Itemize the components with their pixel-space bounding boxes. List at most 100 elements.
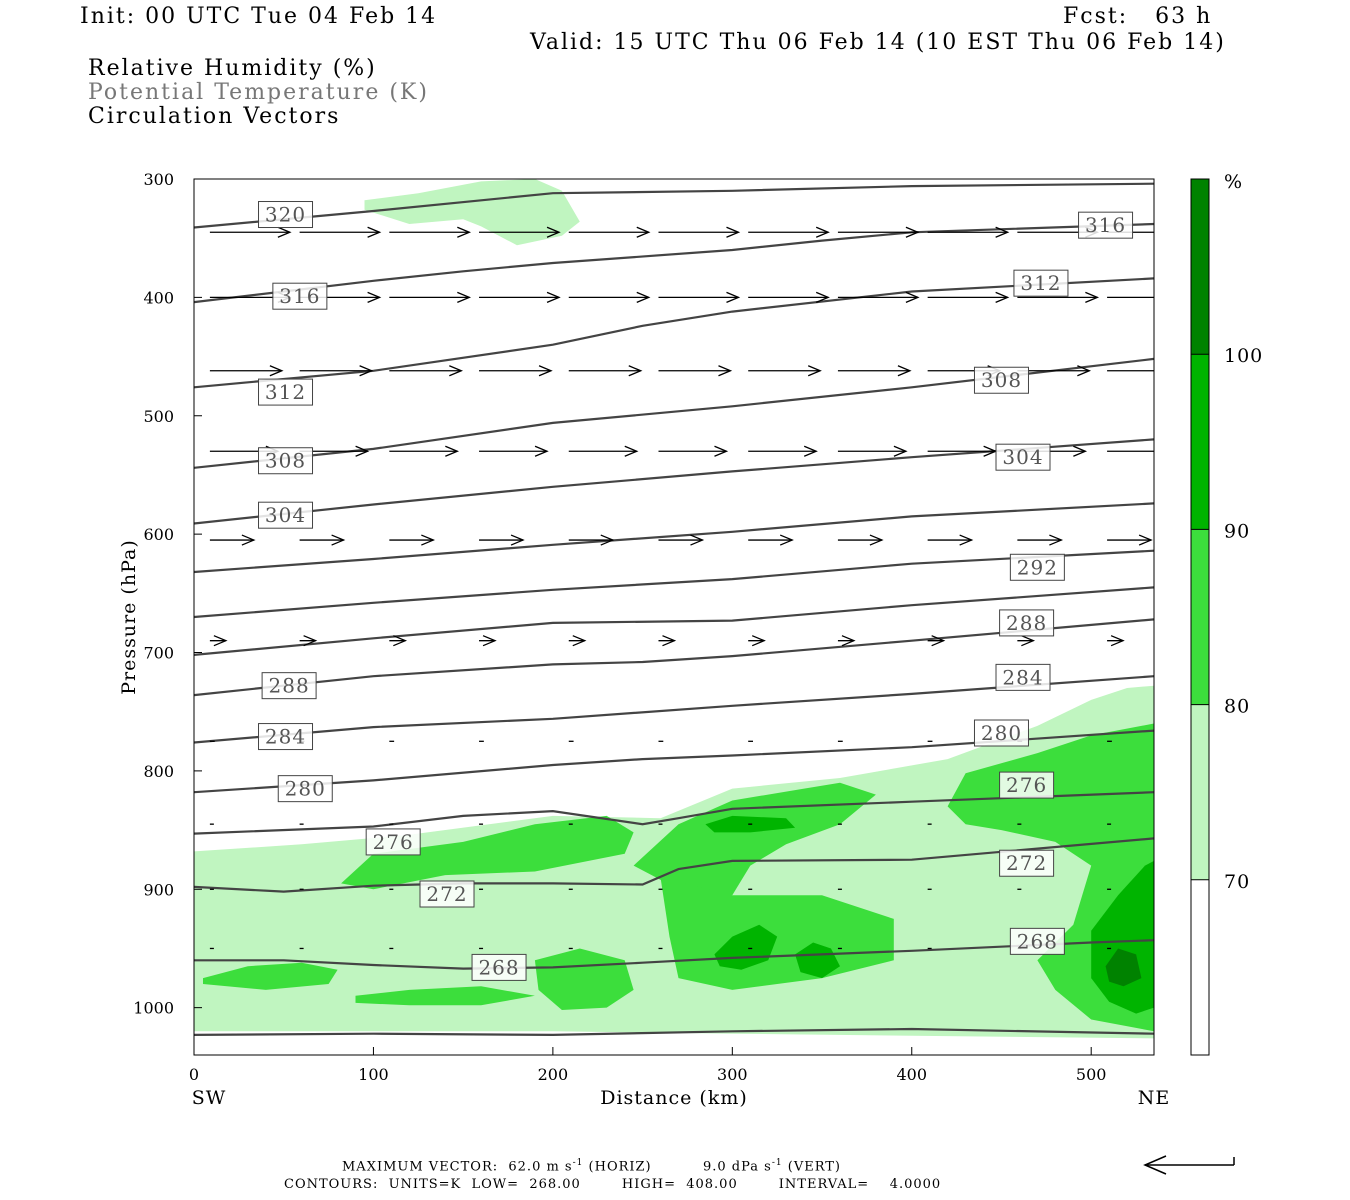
contour-label-text: 268	[1017, 929, 1058, 953]
y-tick-label: 600	[143, 525, 174, 544]
contour-label-text: 288	[1006, 611, 1047, 635]
vector-1-4	[568, 291, 651, 303]
rh-region-70-1	[364, 179, 580, 246]
contour-label-text: 272	[426, 882, 467, 906]
colorbar-swatch-1	[1191, 704, 1209, 880]
vector-2-2	[389, 365, 464, 377]
y-axis-label: Pressure (hPa)	[118, 539, 140, 695]
contour-label-308: 308	[973, 366, 1029, 394]
vector-0-6	[748, 226, 830, 238]
vector-5-8	[927, 635, 946, 647]
vector-1-2	[389, 291, 472, 303]
contour-label-272: 272	[419, 880, 475, 908]
vector-2-3	[479, 365, 553, 377]
isentrope-312	[194, 277, 1154, 389]
vector-2-1	[299, 365, 374, 377]
vector-0-4	[568, 226, 651, 238]
vector-5-10	[1107, 635, 1125, 647]
contour-label-316: 316	[272, 282, 328, 310]
rh-region-80-7	[355, 986, 535, 1006]
contour-label-276: 276	[365, 828, 421, 856]
vector-5-0	[209, 635, 228, 647]
colorbar: 70 80 90 100	[1190, 178, 1262, 1056]
colorbar-frame	[1190, 178, 1210, 1056]
vector-2-5	[658, 365, 733, 377]
contour-label-280: 280	[277, 775, 333, 803]
x-axis: 0 100 200 300 400 500	[189, 1047, 1106, 1084]
rh-region-80-2	[341, 815, 634, 890]
vector-5-6	[748, 635, 766, 647]
init-time: Init: 00 UTC Tue 04 Feb 14	[80, 4, 438, 29]
vector-0-3	[479, 226, 561, 238]
vector-0-0	[209, 226, 292, 238]
vector-4-6	[748, 534, 794, 546]
contour-label-text: 276	[1006, 773, 1047, 797]
field-rh: Relative Humidity (%)	[88, 56, 377, 81]
x-tick-label: 100	[358, 1065, 389, 1084]
vector-3-6	[748, 445, 818, 457]
max-vector-label: MAXIMUM VECTOR:	[342, 1159, 499, 1175]
vector-4-7	[837, 534, 884, 546]
y-tick-label: 1000	[133, 999, 174, 1018]
max-vector-horiz: 62.0 m s	[508, 1159, 573, 1175]
contour-label-304: 304	[995, 443, 1051, 471]
max-vector-line: MAXIMUM VECTOR: 62.0 m s-1 (HORIZ) 9.0 d…	[342, 1158, 842, 1175]
isentrope-292	[194, 586, 1154, 656]
vector-4-9	[1017, 534, 1064, 546]
vector-4-8	[927, 534, 974, 546]
contour-label-288: 288	[999, 609, 1055, 637]
valid-time: Valid: 15 UTC Thu 06 Feb 14 (10 EST Thu …	[530, 30, 1226, 55]
contour-label-268: 268	[471, 953, 527, 981]
reference-vector-arrow	[1143, 1155, 1235, 1175]
field-theta: Potential Temperature (K)	[88, 80, 429, 105]
colorbar-level-label: 70	[1224, 871, 1250, 893]
vector-4-5	[658, 534, 705, 546]
vector-0-8	[927, 226, 1010, 238]
vector-4-1	[299, 534, 346, 546]
field-vectors: Circulation Vectors	[88, 104, 341, 129]
vector-0-7	[837, 226, 920, 238]
contour-label-text: 312	[1020, 271, 1061, 295]
contour-label-320: 320	[258, 201, 314, 229]
contour-label-304: 304	[258, 501, 314, 529]
vector-2-9	[1017, 365, 1092, 377]
vector-1-10	[1107, 296, 1154, 299]
horiz-tag: (HORIZ)	[588, 1159, 652, 1175]
vert-tag: (VERT)	[787, 1159, 842, 1175]
colorbar-swatch-2	[1191, 529, 1209, 705]
vector-0-5	[658, 226, 741, 238]
sw-end-label: SW	[192, 1087, 227, 1109]
colorbar-unit: %	[1224, 171, 1243, 193]
forecast-hour: Fcst: 63 h	[1063, 4, 1213, 29]
colorbar-level-label: 90	[1224, 520, 1250, 542]
contour-label-text: 320	[265, 203, 306, 227]
contour-label-312: 312	[1013, 269, 1069, 297]
isentrope-284	[194, 675, 1154, 744]
rh-region-80-6	[203, 962, 338, 990]
vector-5-1	[299, 635, 318, 647]
vector-3-2	[389, 445, 460, 457]
isentrope-316	[194, 222, 1154, 304]
y-tick-label: 900	[143, 880, 174, 899]
y-tick-label: 500	[143, 407, 174, 426]
contour-info: CONTOURS: UNITS=K LOW= 268.00 HIGH= 408.…	[284, 1177, 942, 1192]
contour-label-288: 288	[261, 672, 317, 700]
isentrope-300	[194, 502, 1154, 574]
vector-5-9	[1017, 635, 1036, 647]
vector-0-1	[299, 226, 382, 238]
contour-label-text: 284	[1002, 665, 1043, 689]
contour-label-308: 308	[258, 447, 314, 475]
isentrope-288	[194, 618, 1154, 697]
vector-1-9	[1017, 291, 1100, 303]
contour-labels: 320 316 316 312 312 308 308 304 304 292 288 288 284 2…	[258, 201, 1134, 981]
contour-label-text: 276	[373, 830, 414, 854]
isentrope-296	[194, 549, 1154, 619]
y-tick-label: 300	[143, 170, 174, 189]
x-axis-label: Distance (km)	[600, 1087, 748, 1109]
vector-5-5	[658, 635, 677, 647]
isentrope-276	[194, 791, 1154, 835]
x-tick-label: 200	[538, 1065, 569, 1084]
vector-2-0	[209, 365, 284, 377]
plot-frame	[193, 178, 1155, 1056]
